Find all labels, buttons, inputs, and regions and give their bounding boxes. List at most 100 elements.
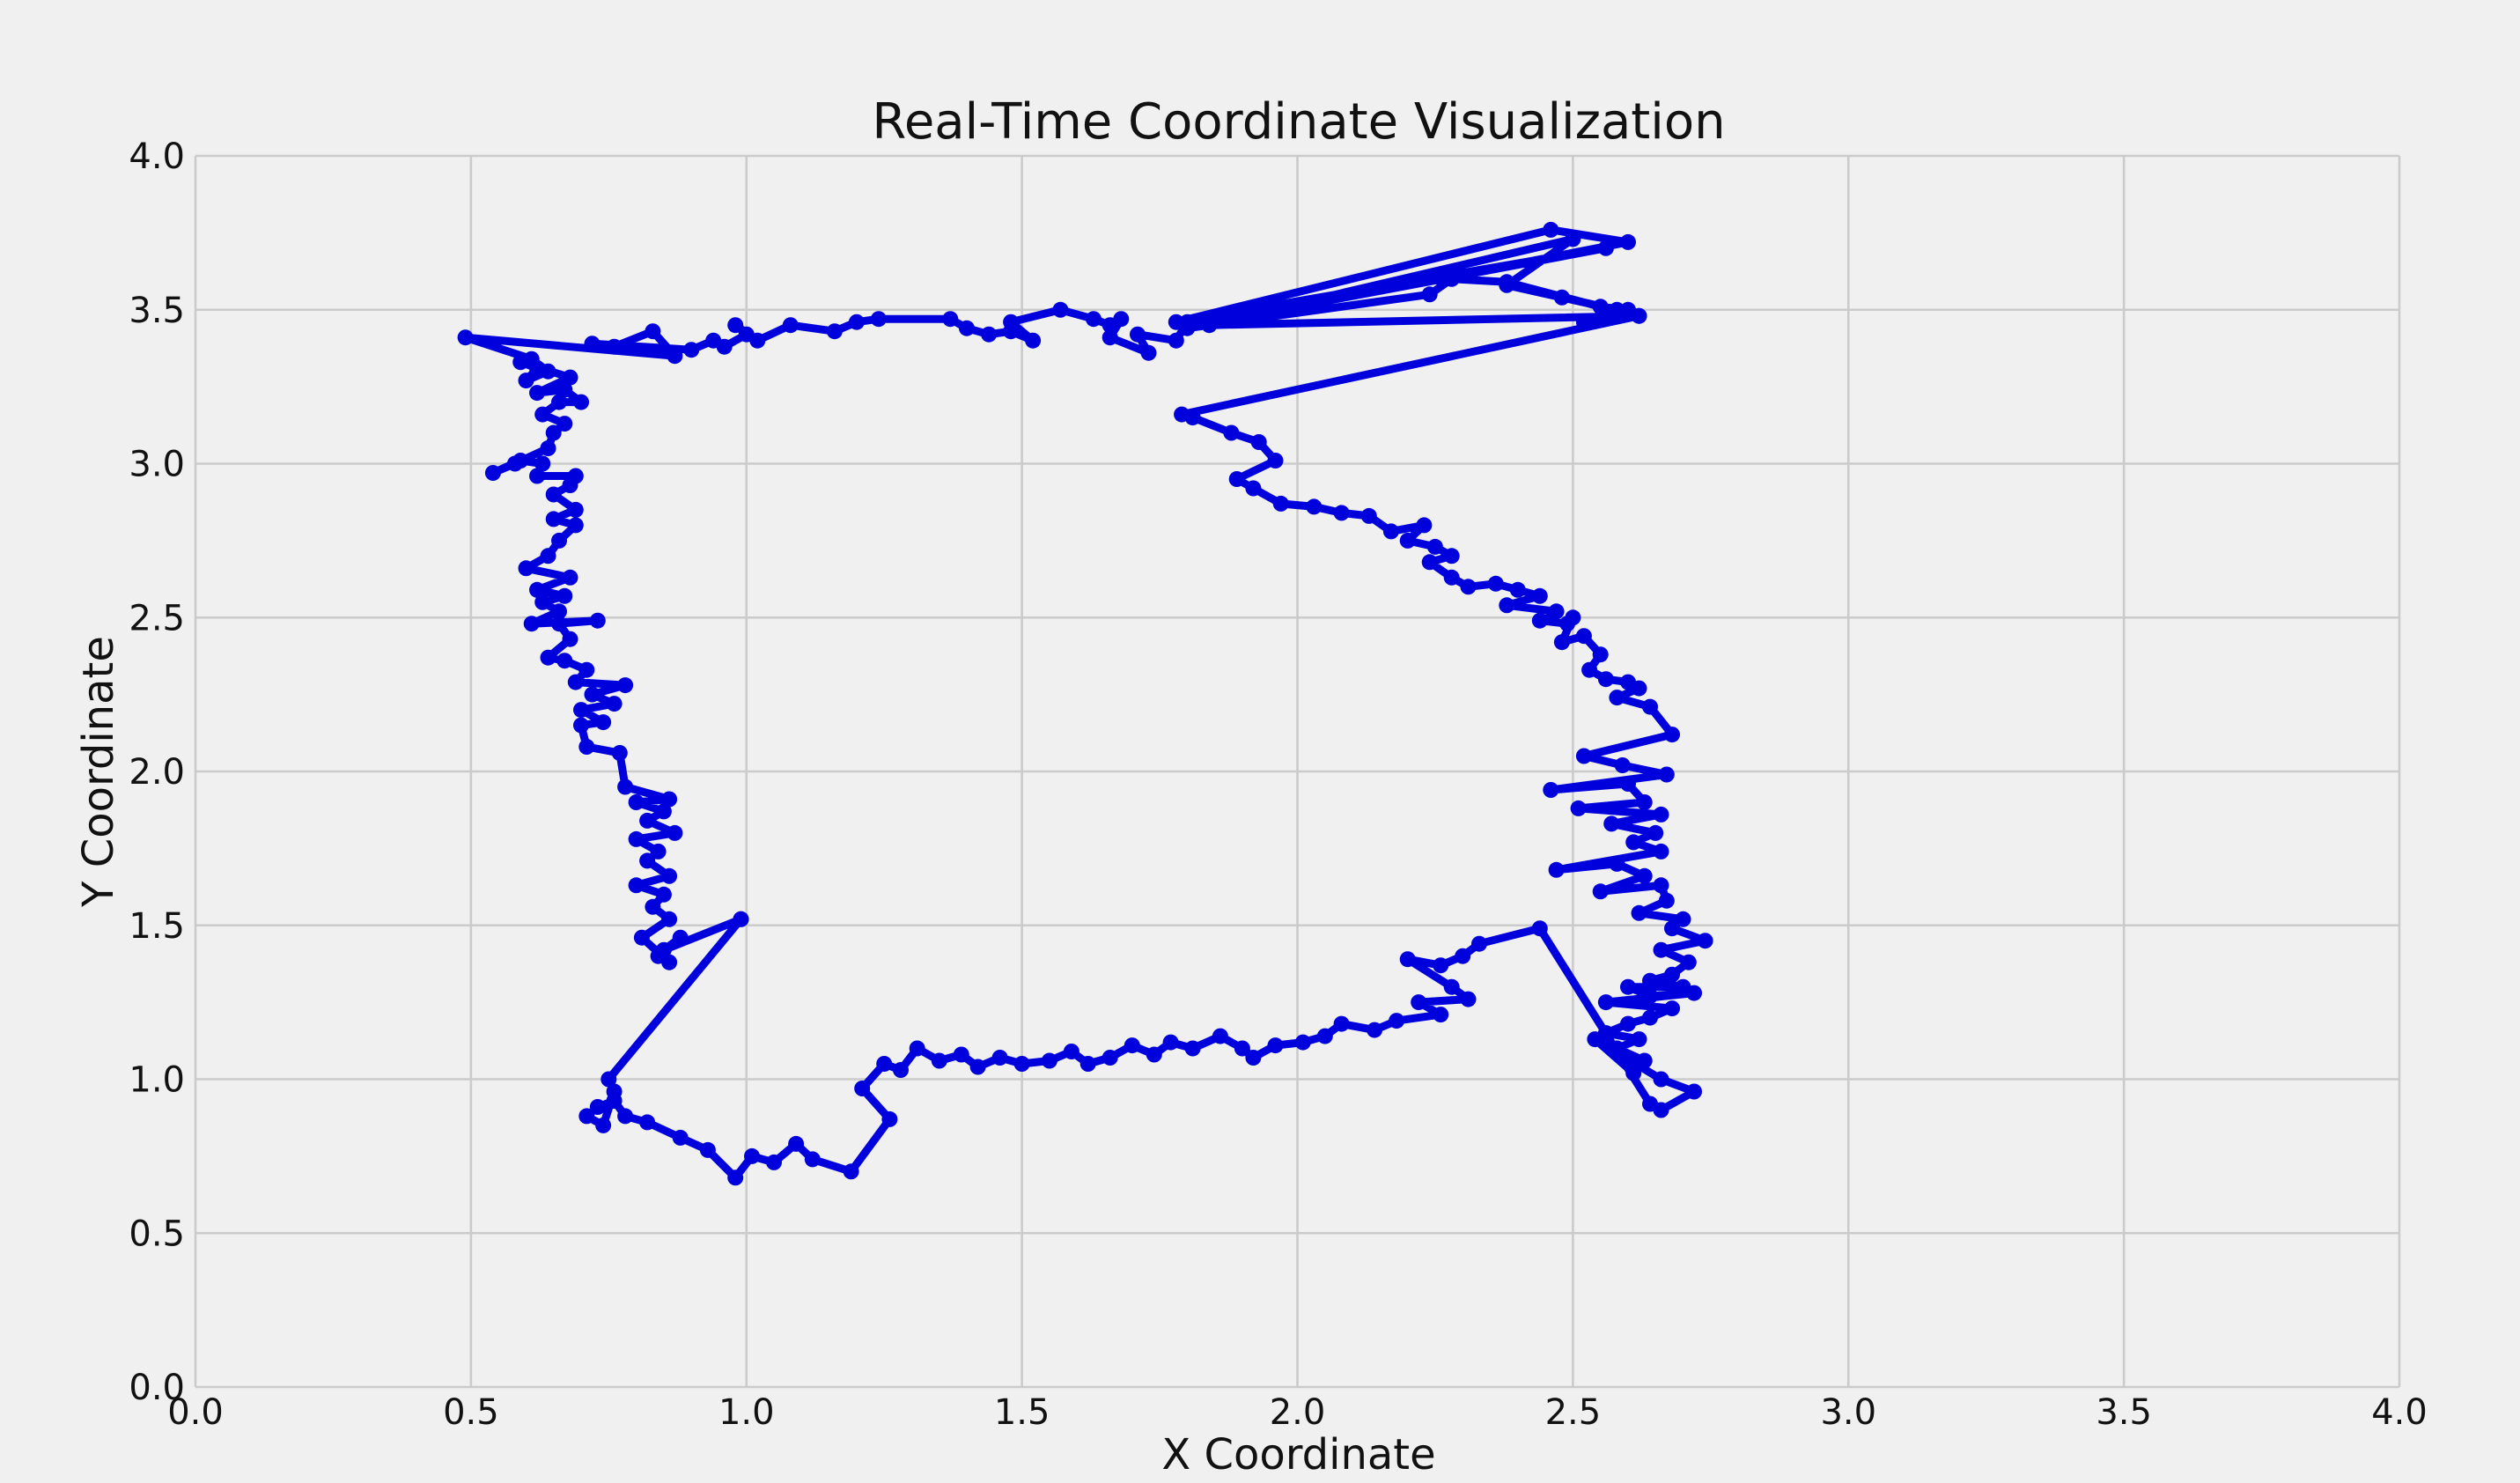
data-point-0-76 bbox=[716, 338, 733, 355]
x-tick-label-6: 3.0 bbox=[1820, 1392, 1876, 1433]
data-point-0-61 bbox=[556, 381, 573, 398]
data-point-0-216 bbox=[1234, 1040, 1250, 1057]
data-point-0-132 bbox=[1399, 532, 1416, 549]
data-point-0-45 bbox=[545, 511, 562, 528]
data-point-0-195 bbox=[1587, 1031, 1603, 1048]
series-line-0 bbox=[461, 225, 1710, 1182]
x-tick-label-3: 1.5 bbox=[994, 1392, 1050, 1433]
data-point-0-81 bbox=[826, 323, 843, 340]
data-point-0-159 bbox=[1543, 782, 1559, 798]
data-point-0-128 bbox=[1333, 505, 1350, 521]
data-point-0-127 bbox=[1306, 498, 1323, 515]
data-point-0-69 bbox=[457, 329, 474, 346]
data-point-0-99 bbox=[1201, 317, 1218, 334]
y-tick-label-6: 3.0 bbox=[129, 445, 185, 485]
data-point-0-103 bbox=[1592, 299, 1609, 315]
data-point-0-168 bbox=[1548, 861, 1565, 878]
data-point-0-80 bbox=[782, 317, 799, 334]
data-point-0-170 bbox=[1636, 867, 1653, 884]
data-point-0-231 bbox=[909, 1040, 925, 1057]
data-point-0-174 bbox=[1631, 904, 1647, 921]
data-point-0-84 bbox=[942, 311, 959, 328]
data-point-0-193 bbox=[1636, 1052, 1653, 1069]
data-point-0-15 bbox=[639, 812, 656, 829]
data-point-0-72 bbox=[606, 338, 623, 355]
data-point-0-251 bbox=[601, 1071, 617, 1088]
data-point-0-35 bbox=[523, 616, 540, 632]
data-point-0-152 bbox=[1631, 680, 1647, 697]
data-point-0-46 bbox=[567, 501, 584, 518]
data-point-0-51 bbox=[534, 455, 551, 472]
data-point-0-106 bbox=[1421, 286, 1438, 303]
data-point-0-31 bbox=[540, 649, 556, 666]
data-point-0-241 bbox=[727, 1169, 744, 1186]
plot-area bbox=[457, 221, 1713, 1186]
data-point-0-95 bbox=[1140, 344, 1157, 361]
data-point-0-240 bbox=[744, 1147, 760, 1164]
data-point-0-18 bbox=[661, 791, 678, 808]
data-point-0-8 bbox=[655, 886, 672, 903]
data-point-0-155 bbox=[1664, 727, 1680, 743]
data-point-0-86 bbox=[981, 326, 998, 343]
data-point-0-180 bbox=[1664, 966, 1680, 983]
data-point-0-125 bbox=[1245, 480, 1262, 497]
data-point-0-36 bbox=[551, 603, 567, 620]
x-tick-label-4: 2.0 bbox=[1270, 1392, 1326, 1433]
data-point-0-143 bbox=[1531, 612, 1548, 629]
x-tick-label-5: 2.5 bbox=[1545, 1392, 1602, 1433]
data-point-0-171 bbox=[1592, 883, 1609, 900]
data-point-0-47 bbox=[545, 486, 562, 503]
y-axis-label: Y Coordinate bbox=[74, 636, 123, 908]
data-point-0-212 bbox=[1316, 1028, 1333, 1044]
data-point-0-207 bbox=[1411, 994, 1427, 1011]
data-point-0-42 bbox=[540, 548, 556, 564]
data-point-0-23 bbox=[595, 714, 612, 731]
data-point-0-158 bbox=[1658, 766, 1675, 783]
data-point-0-214 bbox=[1267, 1037, 1284, 1054]
data-point-0-71 bbox=[645, 323, 661, 340]
data-point-0-233 bbox=[876, 1056, 893, 1072]
data-point-0-230 bbox=[931, 1052, 947, 1069]
data-point-0-197 bbox=[1686, 1083, 1702, 1100]
data-point-0-97 bbox=[1168, 332, 1184, 349]
tick-labels: 0.0 0.5 1.0 1.5 2.0 2.5 3.0 3.5 4.0 0.0 0.5 1.0 1.5 2… bbox=[129, 136, 2427, 1433]
x-tick-label-7: 3.5 bbox=[2096, 1392, 2152, 1433]
data-point-0-224 bbox=[1063, 1044, 1079, 1059]
data-point-0-147 bbox=[1575, 628, 1592, 645]
data-point-0-188 bbox=[1642, 1009, 1658, 1026]
chart-title: Real-Time Coordinate Visualization bbox=[872, 93, 1725, 151]
data-point-0-114 bbox=[1499, 277, 1515, 293]
data-point-0-157 bbox=[1614, 757, 1631, 773]
data-point-0-20 bbox=[611, 745, 628, 761]
data-point-0-226 bbox=[1013, 1056, 1030, 1072]
data-point-0-239 bbox=[766, 1154, 782, 1170]
data-point-0-62 bbox=[529, 385, 545, 402]
data-point-0-73 bbox=[584, 336, 601, 352]
data-point-0-4 bbox=[661, 954, 678, 970]
data-point-0-191 bbox=[1631, 1031, 1647, 1048]
data-point-0-225 bbox=[1041, 1052, 1057, 1069]
data-point-0-146 bbox=[1553, 634, 1570, 651]
data-point-0-205 bbox=[1443, 978, 1460, 995]
data-point-0-175 bbox=[1675, 911, 1691, 927]
data-point-0-223 bbox=[1079, 1056, 1096, 1072]
data-point-0-43 bbox=[551, 532, 567, 549]
data-point-0-189 bbox=[1620, 1015, 1636, 1032]
data-point-0-55 bbox=[540, 440, 556, 456]
data-point-0-179 bbox=[1680, 954, 1697, 970]
data-point-0-116 bbox=[1609, 301, 1625, 318]
data-point-0-249 bbox=[595, 1117, 612, 1133]
data-point-0-202 bbox=[1455, 948, 1471, 964]
y-tick-label-8: 4.0 bbox=[129, 136, 185, 177]
data-point-0-12 bbox=[650, 843, 667, 860]
data-point-0-236 bbox=[843, 1163, 859, 1180]
x-tick-label-1: 0.5 bbox=[443, 1392, 499, 1433]
data-point-0-27 bbox=[617, 677, 634, 694]
data-point-0-252 bbox=[733, 911, 749, 927]
data-point-0-96 bbox=[1130, 326, 1146, 343]
data-point-0-9 bbox=[628, 877, 645, 894]
data-point-0-13 bbox=[628, 830, 645, 847]
data-point-0-101 bbox=[1592, 311, 1609, 328]
data-point-0-227 bbox=[991, 1050, 1008, 1066]
y-tick-label-2: 1.0 bbox=[129, 1060, 185, 1101]
